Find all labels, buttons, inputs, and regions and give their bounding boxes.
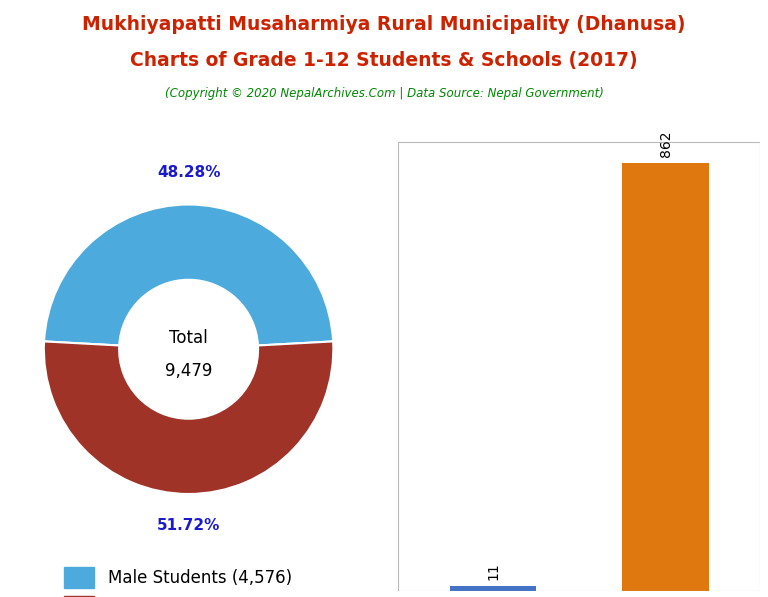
Text: 51.72%: 51.72% [157, 518, 220, 533]
Text: 9,479: 9,479 [165, 362, 212, 380]
Wedge shape [44, 205, 333, 346]
Text: 11: 11 [486, 562, 500, 580]
Text: 862: 862 [658, 131, 673, 157]
Bar [450, 586, 536, 591]
Text: Mukhiyapatti Musaharmiya Rural Municipality (Dhanusa): Mukhiyapatti Musaharmiya Rural Municipal… [82, 15, 686, 34]
Text: (Copyright © 2020 NepalArchives.Com | Data Source: Nepal Government): (Copyright © 2020 NepalArchives.Com | Da… [164, 87, 604, 100]
Wedge shape [44, 341, 333, 494]
Text: Charts of Grade 1-12 Students & Schools (2017): Charts of Grade 1-12 Students & Schools … [131, 51, 637, 70]
Text: 48.28%: 48.28% [157, 165, 220, 180]
Text: Total: Total [169, 329, 208, 347]
Legend: Male Students (4,576), Female Students (4,903): Male Students (4,576), Female Students (… [58, 561, 319, 597]
Bar [623, 163, 709, 591]
